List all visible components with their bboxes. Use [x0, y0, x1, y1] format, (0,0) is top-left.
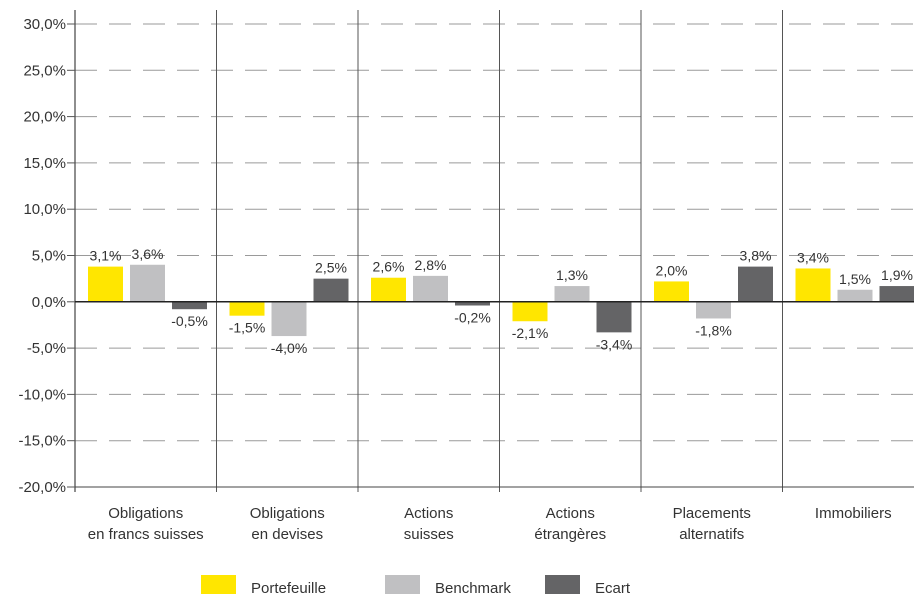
x-axis-categories: Obligations en francs suisses Obligations e… [88, 505, 892, 543]
legend-swatch [385, 575, 420, 594]
bars [88, 265, 914, 336]
bar-ecart-0 [172, 302, 207, 309]
bar-portefeuille-1 [230, 302, 265, 316]
bar-ecart-5 [880, 286, 914, 302]
data-label: -0,5% [171, 313, 208, 329]
legend-swatch [201, 575, 236, 594]
bar-benchmark-0 [130, 265, 165, 302]
bar-benchmark-3 [555, 286, 590, 302]
category-label: étrangères [534, 526, 606, 543]
y-tick-label: 10,0% [23, 201, 66, 218]
y-tick-label: -20,0% [18, 479, 66, 496]
category-label: Obligations [250, 505, 325, 522]
y-tick-label: 25,0% [23, 62, 66, 79]
data-label: 3,6% [132, 246, 164, 262]
data-label: -0,2% [454, 310, 491, 326]
bar-benchmark-4 [696, 302, 731, 319]
y-axis-ticks: 30,0% 25,0% 20,0% 15,0% 10,0% 5,0% 0,0% -5,0% -1… [18, 16, 75, 496]
category-label: Actions [404, 505, 453, 522]
y-tick-label: -10,0% [18, 386, 66, 403]
data-label: 1,9% [881, 267, 913, 283]
data-label: 2,5% [315, 260, 347, 276]
data-label: 2,0% [656, 262, 688, 278]
bar-portefeuille-0 [88, 267, 123, 302]
bar-portefeuille-5 [796, 268, 831, 301]
data-label: -4,0% [271, 340, 308, 356]
gridlines [75, 24, 914, 487]
bar-portefeuille-3 [513, 302, 548, 321]
category-separators [217, 10, 783, 492]
data-label: 1,3% [556, 267, 588, 283]
legend-label: Portefeuille [251, 580, 326, 596]
data-labels: 3,1% -1,5% 2,6% -2,1% 2,0% 3,4% 3,6% -4,0% 2,8% 1… [90, 246, 913, 356]
data-label: 2,8% [415, 257, 447, 273]
data-label: 3,8% [740, 248, 772, 264]
y-tick-label: 5,0% [32, 248, 66, 265]
bar-portefeuille-2 [371, 278, 406, 302]
legend-swatch [545, 575, 580, 594]
data-label: 1,5% [839, 271, 871, 287]
category-label: suisses [404, 526, 454, 543]
data-label: -2,1% [512, 325, 549, 341]
y-tick-label: 0,0% [32, 294, 66, 311]
category-label: Obligations [108, 505, 183, 522]
axes [75, 10, 914, 492]
legend-label: Benchmark [435, 580, 511, 596]
category-label: Immobiliers [815, 505, 892, 522]
bar-ecart-4 [738, 267, 773, 302]
legend-label: Ecart [595, 580, 631, 596]
bar-ecart-3 [597, 302, 632, 333]
y-tick-label: -15,0% [18, 433, 66, 450]
category-label: en devises [251, 526, 323, 543]
data-label: 2,6% [373, 259, 405, 275]
data-label: -3,4% [596, 336, 633, 352]
category-label: en francs suisses [88, 526, 204, 543]
data-label: -1,8% [695, 322, 732, 338]
bar-portefeuille-4 [654, 281, 689, 301]
data-label: 3,1% [90, 248, 122, 264]
y-tick-label: 15,0% [23, 155, 66, 172]
category-label: Placements [673, 505, 751, 522]
bar-benchmark-1 [272, 302, 307, 336]
bar-ecart-1 [314, 279, 349, 302]
y-tick-label: -5,0% [27, 340, 66, 357]
bar-benchmark-2 [413, 276, 448, 302]
y-tick-label: 30,0% [23, 16, 66, 33]
category-label: Actions [546, 505, 595, 522]
data-label: -1,5% [229, 320, 266, 336]
legend: Portefeuille Benchmark Ecart [201, 575, 631, 596]
category-label: alternatifs [679, 526, 744, 543]
data-label: 3,4% [797, 249, 829, 265]
y-tick-label: 20,0% [23, 109, 66, 126]
bar-benchmark-5 [838, 290, 873, 302]
